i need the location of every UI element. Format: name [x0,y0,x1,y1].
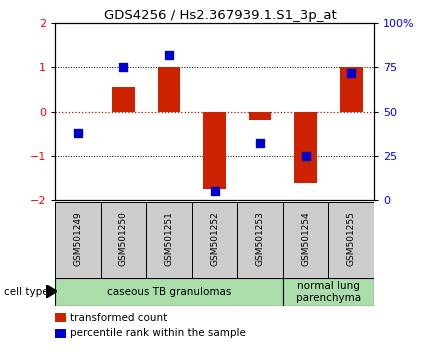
Point [165,52,172,58]
Text: GSM501249: GSM501249 [73,211,82,266]
Text: percentile rank within the sample: percentile rank within the sample [70,329,246,338]
Bar [328,202,374,278]
Bar [283,202,328,278]
Text: GSM501255: GSM501255 [347,211,356,266]
Polygon shape [46,285,57,298]
Bar [112,87,135,112]
Text: GSM501251: GSM501251 [165,211,173,266]
Bar [249,112,271,120]
Point [257,141,264,146]
Text: GSM501252: GSM501252 [210,211,219,266]
Point [120,64,127,70]
Point [302,153,309,159]
Bar [55,329,66,338]
Point [211,188,218,194]
Bar [55,313,66,322]
Text: GSM501253: GSM501253 [256,211,264,266]
Text: cell type: cell type [4,287,49,297]
Bar [55,278,283,306]
Text: GSM501254: GSM501254 [301,211,310,266]
Bar [158,67,180,112]
Text: GDS4256 / Hs2.367939.1.S1_3p_at: GDS4256 / Hs2.367939.1.S1_3p_at [104,9,336,22]
Bar [146,202,192,278]
Bar [192,202,237,278]
Bar [203,112,226,189]
Point [348,70,355,75]
Bar [283,278,374,306]
Point [74,130,81,136]
Bar [55,202,101,278]
Text: normal lung
parenchyma: normal lung parenchyma [296,281,361,303]
Bar [340,67,363,112]
Text: GSM501250: GSM501250 [119,211,128,266]
Bar [101,202,146,278]
Text: caseous TB granulomas: caseous TB granulomas [107,287,231,297]
Bar [294,112,317,183]
Text: transformed count: transformed count [70,313,167,322]
Bar [237,202,283,278]
